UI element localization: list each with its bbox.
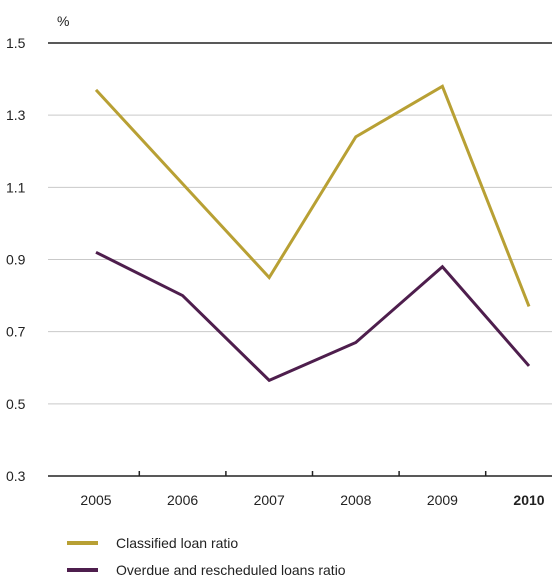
x-axis-tick-labels: 2005 2006 2007 2008 2009 2010 xyxy=(80,492,544,508)
gridlines xyxy=(48,42,552,405)
series-line-1 xyxy=(95,250,531,383)
y-tick-1-1: 1.1 xyxy=(6,179,26,195)
series-lines xyxy=(94,84,531,383)
y-tick-0-5: 0.5 xyxy=(6,396,26,412)
y-tick-0-9: 0.9 xyxy=(6,252,26,268)
y-axis-unit-label: % xyxy=(57,13,69,29)
y-axis-tick-labels: 1.5 1.3 1.1 0.9 0.7 0.5 0.3 xyxy=(6,35,26,484)
x-tick-2006: 2006 xyxy=(167,492,198,508)
x-tick-2010: 2010 xyxy=(513,492,544,508)
series-line-0 xyxy=(94,84,531,307)
legend-label: Classified loan ratio xyxy=(116,535,238,551)
legend: Classified loan ratio Overdue and resched… xyxy=(67,535,346,578)
y-tick-1-3: 1.3 xyxy=(6,107,26,123)
y-tick-0-7: 0.7 xyxy=(6,324,26,340)
x-tick-2008: 2008 xyxy=(340,492,371,508)
y-tick-1-5: 1.5 xyxy=(6,35,26,51)
legend-label: Overdue and rescheduled loans ratio xyxy=(116,562,346,578)
x-tick-2009: 2009 xyxy=(427,492,458,508)
x-tick-2007: 2007 xyxy=(254,492,285,508)
y-tick-0-3: 0.3 xyxy=(6,468,26,484)
x-tick-2005: 2005 xyxy=(80,492,111,508)
x-axis xyxy=(48,471,552,477)
